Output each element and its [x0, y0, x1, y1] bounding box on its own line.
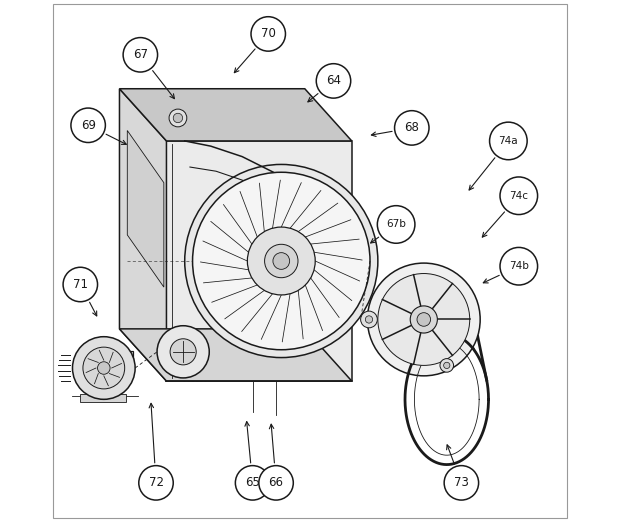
Polygon shape: [169, 331, 197, 355]
Text: 74c: 74c: [509, 191, 528, 201]
Polygon shape: [120, 329, 352, 381]
Circle shape: [247, 227, 315, 295]
Text: 70: 70: [261, 28, 276, 40]
Text: 68: 68: [404, 122, 419, 134]
Polygon shape: [127, 130, 164, 287]
Circle shape: [444, 466, 479, 500]
Circle shape: [440, 359, 454, 372]
Text: 73: 73: [454, 477, 469, 489]
Polygon shape: [120, 89, 166, 381]
Circle shape: [265, 244, 298, 278]
Circle shape: [71, 108, 105, 143]
Polygon shape: [120, 89, 352, 141]
Circle shape: [500, 247, 538, 285]
Circle shape: [316, 64, 351, 98]
Text: eReplacementParts.com: eReplacementParts.com: [184, 261, 321, 271]
Circle shape: [73, 337, 135, 399]
Polygon shape: [105, 351, 133, 373]
Circle shape: [97, 362, 110, 374]
Text: 64: 64: [326, 75, 341, 87]
Circle shape: [251, 17, 285, 51]
Circle shape: [490, 122, 527, 160]
Circle shape: [500, 177, 538, 215]
Circle shape: [444, 362, 450, 369]
Circle shape: [139, 466, 173, 500]
Circle shape: [378, 206, 415, 243]
Text: 65: 65: [245, 477, 260, 489]
Circle shape: [410, 306, 437, 333]
Text: 67b: 67b: [386, 219, 406, 230]
Text: 74b: 74b: [509, 261, 529, 271]
Circle shape: [378, 274, 470, 365]
Circle shape: [193, 172, 370, 350]
Text: 69: 69: [81, 119, 95, 132]
Circle shape: [361, 311, 378, 328]
Circle shape: [273, 253, 290, 269]
Circle shape: [368, 263, 480, 376]
Circle shape: [365, 316, 373, 323]
Circle shape: [169, 109, 187, 127]
Text: 71: 71: [73, 278, 88, 291]
Circle shape: [259, 466, 293, 500]
Circle shape: [83, 347, 125, 389]
Text: 66: 66: [268, 477, 283, 489]
Text: 67: 67: [133, 49, 148, 61]
Circle shape: [236, 466, 270, 500]
Circle shape: [185, 164, 378, 358]
Text: 74a: 74a: [498, 136, 518, 146]
Circle shape: [173, 113, 183, 123]
Circle shape: [63, 267, 97, 302]
Circle shape: [394, 111, 429, 145]
Circle shape: [417, 313, 430, 326]
Polygon shape: [81, 394, 126, 402]
Polygon shape: [166, 141, 352, 381]
Text: 72: 72: [149, 477, 164, 489]
Circle shape: [170, 339, 196, 365]
Circle shape: [123, 38, 157, 72]
Circle shape: [157, 326, 210, 378]
